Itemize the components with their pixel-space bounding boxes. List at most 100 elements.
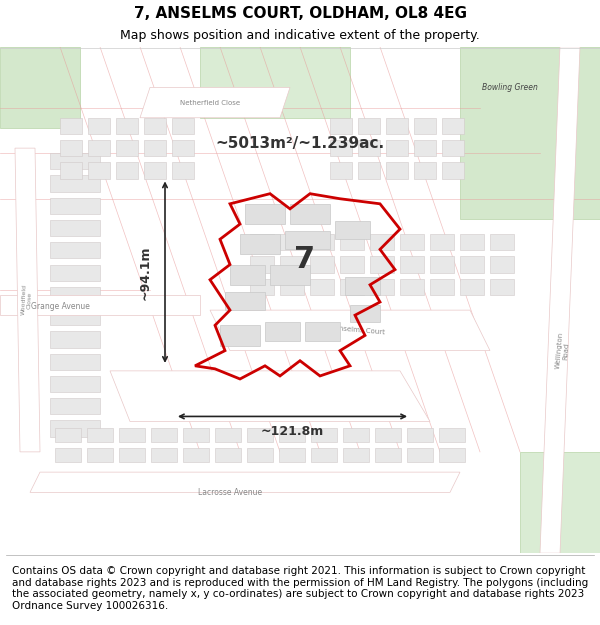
Polygon shape: [50, 264, 100, 281]
Polygon shape: [370, 256, 394, 272]
Text: Woodfield
Close: Woodfield Close: [21, 284, 33, 316]
Polygon shape: [247, 448, 273, 462]
Polygon shape: [144, 140, 166, 156]
Polygon shape: [279, 428, 305, 442]
Polygon shape: [151, 448, 177, 462]
Polygon shape: [400, 279, 424, 295]
Polygon shape: [183, 448, 209, 462]
Polygon shape: [400, 256, 424, 272]
Polygon shape: [15, 148, 40, 452]
Polygon shape: [460, 47, 600, 219]
Polygon shape: [407, 448, 433, 462]
Polygon shape: [407, 428, 433, 442]
Polygon shape: [172, 162, 194, 179]
Polygon shape: [116, 118, 138, 134]
Polygon shape: [358, 162, 380, 179]
Polygon shape: [50, 398, 100, 414]
Polygon shape: [119, 428, 145, 442]
Polygon shape: [116, 162, 138, 179]
Polygon shape: [375, 428, 401, 442]
Polygon shape: [490, 234, 514, 251]
Polygon shape: [343, 428, 369, 442]
Text: 7: 7: [295, 245, 316, 274]
Polygon shape: [110, 371, 430, 421]
Polygon shape: [358, 118, 380, 134]
Polygon shape: [55, 428, 81, 442]
Polygon shape: [30, 472, 460, 492]
Polygon shape: [225, 292, 265, 310]
Polygon shape: [305, 322, 340, 341]
Polygon shape: [460, 256, 484, 272]
Polygon shape: [172, 140, 194, 156]
Text: Wellington
Road: Wellington Road: [555, 332, 571, 369]
Text: ~94.1m: ~94.1m: [139, 246, 151, 300]
Polygon shape: [50, 421, 100, 437]
Text: Map shows position and indicative extent of the property.: Map shows position and indicative extent…: [120, 29, 480, 42]
Polygon shape: [386, 118, 408, 134]
Polygon shape: [400, 234, 424, 251]
Polygon shape: [50, 354, 100, 370]
Polygon shape: [116, 140, 138, 156]
Polygon shape: [490, 279, 514, 295]
Polygon shape: [414, 140, 436, 156]
Polygon shape: [279, 448, 305, 462]
Polygon shape: [151, 428, 177, 442]
Polygon shape: [330, 162, 352, 179]
Polygon shape: [442, 162, 464, 179]
Text: ~121.8m: ~121.8m: [260, 425, 323, 438]
Polygon shape: [88, 140, 110, 156]
Polygon shape: [88, 118, 110, 134]
Polygon shape: [247, 428, 273, 442]
Polygon shape: [270, 264, 310, 285]
Polygon shape: [430, 234, 454, 251]
Polygon shape: [280, 234, 304, 251]
Polygon shape: [280, 279, 304, 295]
Polygon shape: [430, 279, 454, 295]
Polygon shape: [490, 256, 514, 272]
Polygon shape: [0, 295, 200, 315]
Polygon shape: [290, 204, 330, 224]
Polygon shape: [144, 162, 166, 179]
Polygon shape: [200, 47, 350, 118]
Polygon shape: [50, 376, 100, 392]
Polygon shape: [442, 140, 464, 156]
Polygon shape: [375, 448, 401, 462]
Polygon shape: [0, 47, 80, 128]
Polygon shape: [340, 234, 364, 251]
Polygon shape: [439, 448, 465, 462]
Polygon shape: [330, 118, 352, 134]
Polygon shape: [50, 153, 100, 169]
Polygon shape: [310, 234, 334, 251]
Polygon shape: [230, 264, 265, 285]
Text: Netherfield Close: Netherfield Close: [180, 99, 240, 106]
Polygon shape: [245, 204, 285, 224]
Polygon shape: [343, 448, 369, 462]
Polygon shape: [50, 198, 100, 214]
Polygon shape: [87, 448, 113, 462]
Polygon shape: [414, 118, 436, 134]
Polygon shape: [311, 428, 337, 442]
Polygon shape: [310, 279, 334, 295]
Polygon shape: [144, 118, 166, 134]
Polygon shape: [335, 221, 370, 239]
Polygon shape: [340, 256, 364, 272]
Polygon shape: [250, 234, 274, 251]
Polygon shape: [340, 279, 364, 295]
Polygon shape: [386, 140, 408, 156]
Polygon shape: [60, 140, 82, 156]
Polygon shape: [88, 162, 110, 179]
Polygon shape: [183, 428, 209, 442]
Polygon shape: [250, 279, 274, 295]
Polygon shape: [460, 234, 484, 251]
Polygon shape: [60, 118, 82, 134]
Polygon shape: [250, 256, 274, 272]
Text: Lacrosse Avenue: Lacrosse Avenue: [198, 488, 262, 497]
Polygon shape: [345, 277, 380, 295]
Polygon shape: [350, 305, 380, 322]
Polygon shape: [310, 256, 334, 272]
Polygon shape: [220, 325, 260, 346]
Polygon shape: [50, 331, 100, 348]
Polygon shape: [215, 428, 241, 442]
Polygon shape: [540, 47, 580, 553]
Polygon shape: [172, 118, 194, 134]
